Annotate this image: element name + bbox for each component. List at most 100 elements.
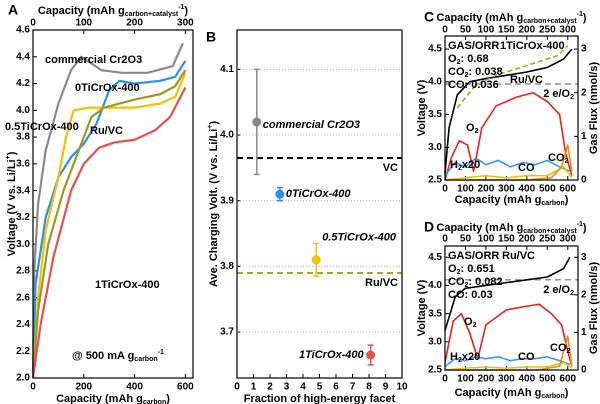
plot-frame: [444, 245, 579, 371]
annotation: H2x20: [450, 351, 480, 364]
y-tick-label: 4.2: [16, 78, 30, 89]
reference-label-part: 2 e/O: [543, 284, 570, 296]
reference-label-part: 2: [570, 94, 574, 101]
y-tick-label: 4.0: [16, 105, 30, 116]
y-axis-label-part: +: [207, 125, 214, 129]
point: [252, 117, 262, 127]
annotation-part: 2: [565, 158, 569, 165]
annotation-part: O: [464, 316, 473, 328]
x-tick-label: 400: [126, 382, 143, 393]
series-label: 0TiCrOx-400: [75, 82, 140, 94]
x-axis-label: Capacity (mAh gcarbon): [56, 393, 170, 404]
y-tick-label: 3.9: [220, 195, 234, 206]
annotation: CO: 0.03: [448, 289, 493, 301]
x-tick-label: 600: [559, 374, 576, 385]
reference-label: Ru/VC: [365, 277, 398, 289]
x-axis-label: Fraction of high-energy facet: [244, 393, 396, 404]
annotation-part: CO: 0.03: [448, 289, 493, 301]
y2-tick-label: 3: [581, 44, 587, 55]
reference-label: 2 e/O2: [543, 284, 574, 297]
annotation-part: 2: [458, 357, 462, 364]
x2-tick-label: 0: [442, 25, 448, 36]
x2-axis-label-part: carbon+catalyst: [523, 18, 577, 25]
x-tick-label: 5: [317, 382, 323, 393]
x-tick-label: 400: [519, 374, 536, 385]
y-tick-label: 4.5: [428, 252, 442, 263]
x-tick-label: 3: [284, 382, 290, 393]
series-line: [444, 256, 571, 331]
series-line: [31, 60, 187, 379]
y-tick-label: 2.5: [428, 175, 442, 186]
x-tick-label: 100: [457, 374, 474, 385]
annotation: GAS/ORR: [448, 250, 499, 262]
y-tick-label: 4.0: [428, 76, 442, 87]
annotation: CO2: 0.082: [448, 276, 503, 289]
annotation-part: 2: [457, 269, 461, 276]
x-tick-label: 500: [539, 184, 556, 195]
y-tick-label: 2.4: [16, 319, 30, 330]
x2-tick-label: 150: [498, 234, 515, 245]
annotation: CO: [518, 162, 535, 174]
y-tick-label: 4.1: [220, 64, 234, 75]
x-tick-label: 7: [350, 382, 356, 393]
y-tick-label: 4.0: [428, 280, 442, 291]
x2-axis-label: Capacity (mAh gcarbon+catalyst-1): [436, 11, 587, 25]
x-tick-label: 300: [498, 184, 515, 195]
x2-tick-label: 200: [519, 25, 536, 36]
annotation: Ru/VC: [510, 74, 543, 86]
y-tick-label: 3.0: [428, 336, 442, 347]
point-label: 1TiCrOx-400: [299, 349, 364, 361]
y2-tick-label: 0: [581, 365, 587, 376]
annotation: O2: [466, 122, 479, 135]
y-tick-label: 3.4: [16, 185, 30, 196]
annotation: CO2: [550, 342, 571, 355]
series-line: [31, 69, 187, 379]
x-tick-label: 9: [383, 382, 389, 393]
y2-axis-label: Gas Flux (nmol/s): [588, 262, 600, 355]
x2-tick-label: 150: [498, 25, 515, 36]
x-axis-label-part: Capacity (mAh g: [56, 393, 143, 404]
annotation-part: H: [450, 159, 458, 171]
series-line: [444, 91, 573, 181]
y-axis-label: Voltage (V vs. Li/Li+): [5, 151, 18, 256]
annotation-part: GAS/ORR: [448, 40, 499, 52]
y-tick-label: 2.5: [428, 365, 442, 376]
x-tick-label: 1: [251, 382, 257, 393]
plot-frame: [32, 29, 194, 379]
x2-tick-label: 250: [539, 25, 556, 36]
annotation-part: x20: [462, 159, 480, 171]
reference-label-part: VC: [383, 162, 398, 174]
series-line: [31, 87, 187, 379]
annotation-part: O: [448, 53, 457, 65]
annotation-part: : 0.038: [468, 66, 502, 78]
x-tick-label: 200: [478, 374, 495, 385]
series-line: [444, 356, 571, 367]
annotation-part: : 0.68: [460, 53, 488, 65]
x-axis-label: Capacity (mAh gcarbon): [455, 387, 569, 400]
x2-tick-label: 50: [460, 25, 472, 36]
y-tick-label: 3.6: [16, 158, 30, 169]
x-axis-label: Capacity (mAh gcarbon): [455, 194, 569, 207]
y-tick-label: 3.8: [220, 261, 234, 272]
y-axis-label-part: Ave. Charging Volt. (V vs. Li/Li: [208, 129, 220, 287]
y-tick-label: 2.6: [16, 292, 30, 303]
annotation-part: CO: [548, 152, 565, 164]
y-tick-label: 3.5: [428, 109, 442, 120]
y-tick-label: 2.2: [16, 346, 30, 357]
y2-tick-label: 1: [581, 131, 587, 142]
series-line: [444, 48, 573, 174]
x-axis-label-part: Capacity (mAh g: [455, 387, 542, 399]
annotation-part: 2: [465, 282, 469, 289]
x-axis-label-part: carbon: [541, 200, 564, 207]
x2-axis-label-part: carbon+catalyst: [125, 11, 179, 18]
annotation-part: -1: [158, 349, 164, 356]
reference-label: VC: [383, 162, 398, 174]
point: [366, 350, 376, 360]
plot-frame: [444, 35, 579, 181]
plot-frame: [236, 29, 403, 379]
y-tick-label: 3.5: [428, 308, 442, 319]
x2-tick-label: 100: [478, 25, 495, 36]
x-axis-label-part: ): [565, 387, 569, 399]
x2-tick-label: 300: [559, 234, 576, 245]
y2-axis-label-part: Gas Flux (nmol/s): [588, 62, 600, 155]
